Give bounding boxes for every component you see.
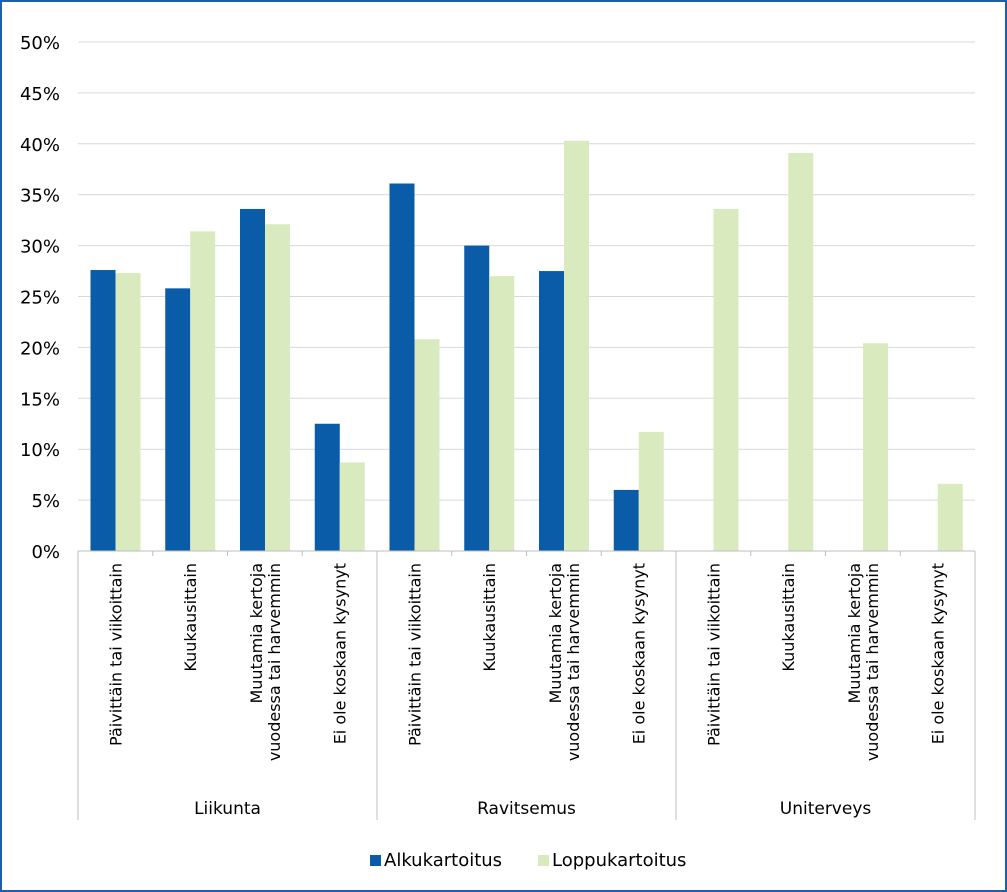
x-category-label: Ei ole koskaan kysynyt bbox=[630, 563, 649, 744]
bar bbox=[788, 152, 814, 551]
bar bbox=[564, 140, 589, 551]
bar bbox=[937, 483, 963, 551]
x-category-label: Kuukausittain bbox=[779, 563, 798, 672]
legend: Alkukartoitus Loppukartoitus bbox=[370, 850, 686, 871]
bar bbox=[638, 431, 664, 551]
bar bbox=[863, 343, 888, 551]
group-label: Liikunta bbox=[194, 799, 261, 819]
x-category-label: Ei ole koskaan kysynyt bbox=[929, 563, 948, 744]
legend-label: Loppukartoitus bbox=[552, 850, 686, 871]
bar bbox=[389, 183, 415, 551]
y-tick-label: 25% bbox=[20, 288, 60, 309]
y-tick-label: 5% bbox=[31, 491, 60, 512]
bar bbox=[115, 273, 141, 551]
y-tick-label: 20% bbox=[20, 338, 60, 359]
bar bbox=[240, 208, 265, 551]
group-label: Uniterveys bbox=[780, 799, 872, 819]
y-tick-label: 45% bbox=[20, 84, 60, 105]
bar bbox=[489, 276, 515, 551]
x-axis: Päivittäin tai viikoittain Kuukausittain M… bbox=[77, 550, 976, 820]
bar bbox=[90, 270, 116, 551]
x-category-label: Kuukausittain bbox=[181, 563, 200, 672]
x-category-label: Kuukausittain bbox=[480, 563, 499, 672]
group-label: Ravitsemus bbox=[477, 799, 576, 819]
y-tick-label: 30% bbox=[20, 237, 60, 258]
y-tick-label: 35% bbox=[20, 186, 60, 207]
y-tick-label: 10% bbox=[20, 440, 60, 461]
x-category-label: Muutamia kertojavuodessa tai harvemmin bbox=[546, 563, 583, 761]
x-category-label: Päivittäin tai viikoittain bbox=[704, 563, 723, 746]
bar bbox=[414, 339, 440, 551]
bar bbox=[190, 231, 216, 551]
y-tick-label: 0% bbox=[31, 542, 60, 563]
y-tick-label: 50% bbox=[20, 33, 60, 54]
y-tick-label: 15% bbox=[20, 389, 60, 410]
legend-swatch bbox=[538, 855, 549, 866]
y-tick-label: 40% bbox=[20, 135, 60, 156]
bar bbox=[265, 224, 290, 552]
y-axis-labels: 0% 5% 10% 15% 20% 25% 30% 35% 40% 45% 50% bbox=[20, 33, 60, 563]
bar bbox=[339, 462, 365, 551]
gridlines bbox=[78, 41, 975, 501]
bar bbox=[539, 271, 564, 551]
bar bbox=[613, 489, 639, 551]
legend-swatch bbox=[370, 855, 381, 866]
x-category-label: Muutamia kertojavuodessa tai harvemmin bbox=[845, 563, 882, 761]
bar bbox=[713, 208, 739, 551]
bar bbox=[165, 288, 191, 551]
bar bbox=[464, 245, 490, 551]
bar bbox=[314, 423, 340, 551]
x-category-label: Ei ole koskaan kysynyt bbox=[331, 563, 350, 744]
x-category-label: Päivittäin tai viikoittain bbox=[405, 563, 424, 746]
x-category-label: Päivittäin tai viikoittain bbox=[106, 563, 125, 746]
bars bbox=[90, 140, 963, 552]
legend-label: Alkukartoitus bbox=[384, 850, 502, 871]
x-category-label: Muutamia kertojavuodessa tai harvemmin bbox=[247, 563, 284, 761]
